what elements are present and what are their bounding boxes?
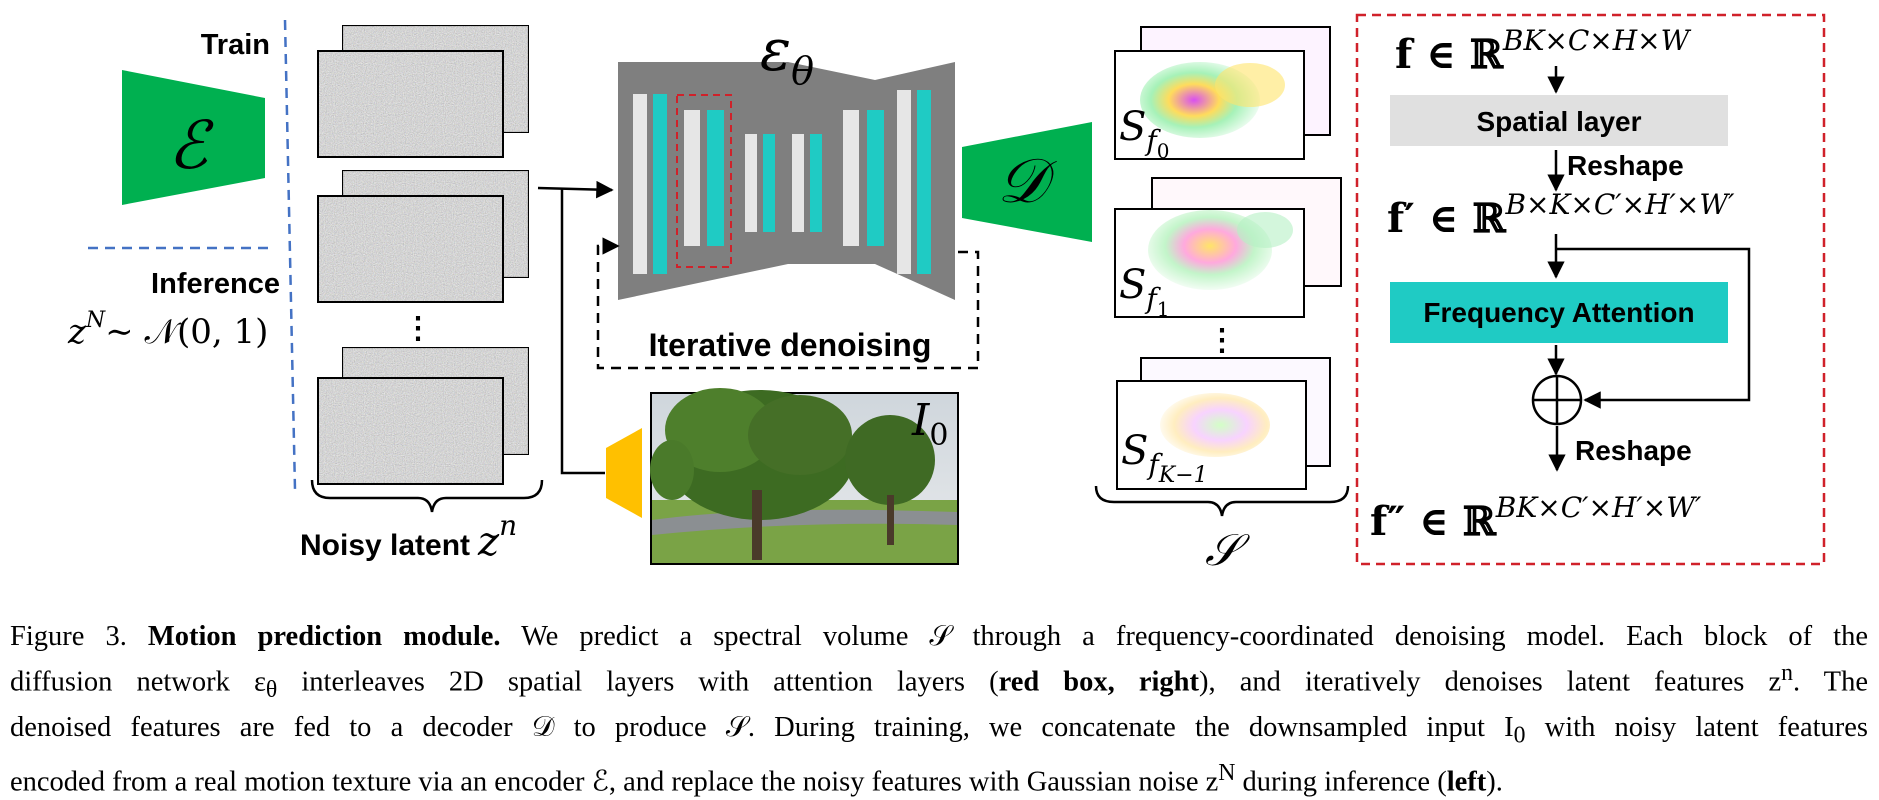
spectral-ellipsis: ⋮	[1207, 324, 1237, 357]
caption-line-4-sup: N	[1218, 759, 1236, 786]
caption-line-2-sub: θ	[265, 677, 278, 704]
iterative-denoising-label: Iterative denoising	[649, 327, 932, 363]
spectral-frame-k-minus-1	[1116, 357, 1331, 490]
caption-line-2b: interleaves 2D spatial layers with atten…	[277, 666, 999, 698]
input-image-symbol: I0	[911, 395, 948, 453]
caption-line-3-sub: 0	[1513, 722, 1526, 749]
unet-layer-bars	[633, 90, 931, 274]
image-encoder-trapezoid	[606, 428, 642, 518]
encoder-trapezoid	[122, 70, 265, 205]
caption-line-2c: ), and iteratively denoises latent featu…	[1199, 666, 1782, 698]
latent-ellipsis: ⋮	[403, 312, 433, 345]
caption-line-2: diffusion network εθ interleaves 2D spat…	[10, 655, 1868, 709]
image-feed-line	[560, 188, 605, 475]
residual-sum-icon	[1531, 374, 1583, 426]
motion-prediction-figure: Train ℰ Inference zN∼ 𝒩(0, 1) ⋮ Noisy la…	[67, 13, 1826, 576]
latent-brace	[310, 479, 544, 513]
caption-line-2a: diffusion network ε	[10, 666, 266, 698]
caption-line-2d: . The	[1792, 666, 1868, 698]
f-mid-formula: f′ ∈ ℝB×K×C′×H′×W′	[1387, 188, 1735, 242]
attention-block-box	[1355, 13, 1826, 566]
caption-line-2-bold: red box, right	[998, 666, 1200, 698]
input-image	[650, 388, 959, 565]
spectral-frame-0	[1114, 26, 1331, 160]
decoder-trapezoid	[962, 122, 1092, 242]
figure-caption: Figure 3. Motion prediction module. We p…	[10, 618, 1868, 800]
caption-line-3b: with noisy latent features	[1525, 712, 1869, 744]
caption-line-3a: denoised features are fed to a decoder 𝒟…	[10, 712, 1514, 744]
spatial-layer-label: Spatial layer	[1477, 106, 1642, 137]
inference-label: Inference	[151, 268, 280, 300]
reshape-label-2: Reshape	[1575, 435, 1692, 466]
caption-figure-label: Figure 3.	[10, 621, 127, 652]
f-in-formula: f ∈ ℝBK×C×H×W	[1395, 24, 1692, 78]
inference-prior: zN∼ 𝒩(0, 1)	[67, 308, 268, 352]
caption-title: Motion prediction module.	[147, 621, 501, 652]
spectral-frame-1	[1114, 177, 1342, 318]
frequency-attention-box	[1390, 282, 1728, 343]
iterative-loop	[596, 237, 980, 370]
f-out-formula: f″ ∈ ℝBK×C′×H′×W′	[1370, 491, 1702, 545]
frequency-attention-label: Frequency Attention	[1423, 297, 1694, 328]
reshape-label-1: Reshape	[1567, 150, 1684, 181]
noisy-latent-stack	[317, 25, 529, 485]
spectral-brace	[1094, 485, 1350, 517]
caption-line-1-text: We predict a spectral volume 𝒮 through a…	[500, 621, 1868, 652]
train-inference-divider-vertical	[283, 19, 297, 491]
unet-symbol: εθ	[760, 16, 814, 93]
spectral-volume-symbol: 𝒮	[1205, 525, 1250, 576]
encoder-symbol: ℰ	[168, 107, 214, 184]
caption-line-4: encoded from a real motion texture via a…	[10, 755, 1868, 800]
train-label: Train	[201, 29, 270, 61]
latent-to-unet-arrow	[537, 180, 614, 199]
caption-line-2-sup: n	[1781, 660, 1793, 686]
caption-line-3: denoised features are fed to a decoder 𝒟…	[10, 709, 1868, 755]
caption-line-1: Figure 3. Motion prediction module. We p…	[10, 618, 1868, 655]
attention-highlight-box	[676, 94, 732, 268]
residual-skip-connection	[1556, 247, 1751, 409]
spatial-layer-box	[1390, 95, 1728, 146]
noisy-latent-label: Noisy latent zn	[300, 509, 517, 565]
